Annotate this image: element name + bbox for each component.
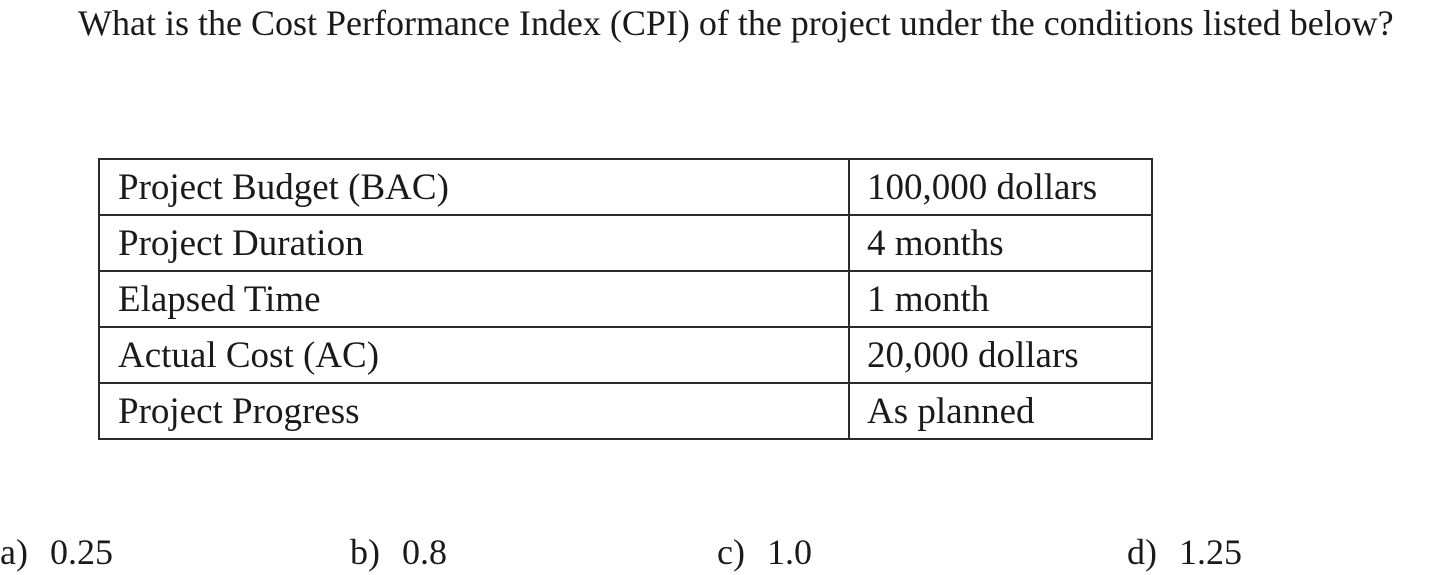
row-value: As planned xyxy=(848,382,1153,440)
option-value: 1.0 xyxy=(766,532,812,572)
row-label: Project Duration xyxy=(98,214,850,272)
option-value: 1.25 xyxy=(1179,532,1242,572)
option-letter: a) xyxy=(0,532,28,572)
row-value: 100,000 dollars xyxy=(848,158,1153,216)
option-letter: c) xyxy=(717,532,745,572)
answer-option-c[interactable]: c) 1.0 xyxy=(717,529,812,575)
question-text: What is the Cost Performance Index (CPI)… xyxy=(78,3,1394,43)
option-value: 0.8 xyxy=(402,532,447,572)
row-value: 4 months xyxy=(848,214,1153,272)
row-value: 1 month xyxy=(848,270,1153,328)
row-label: Elapsed Time xyxy=(98,270,850,328)
table-row: Elapsed Time 1 month xyxy=(98,270,1153,328)
project-data-table: Project Budget (BAC) 100,000 dollars Pro… xyxy=(98,158,1153,440)
row-label: Project Budget (BAC) xyxy=(98,158,850,216)
row-label: Actual Cost (AC) xyxy=(98,326,850,384)
answer-option-b[interactable]: b) 0.8 xyxy=(350,529,447,575)
option-letter: d) xyxy=(1127,532,1157,572)
answer-option-d[interactable]: d) 1.25 xyxy=(1127,529,1242,575)
table-row: Actual Cost (AC) 20,000 dollars xyxy=(98,326,1153,384)
table-row: Project Duration 4 months xyxy=(98,214,1153,272)
option-letter: b) xyxy=(350,532,380,572)
row-value: 20,000 dollars xyxy=(848,326,1153,384)
table-row: Project Progress As planned xyxy=(98,382,1153,440)
option-value: 0.25 xyxy=(49,532,113,572)
row-label: Project Progress xyxy=(98,382,850,440)
table-row: Project Budget (BAC) 100,000 dollars xyxy=(98,158,1153,216)
answer-option-a[interactable]: a) 0.25 xyxy=(0,529,113,575)
